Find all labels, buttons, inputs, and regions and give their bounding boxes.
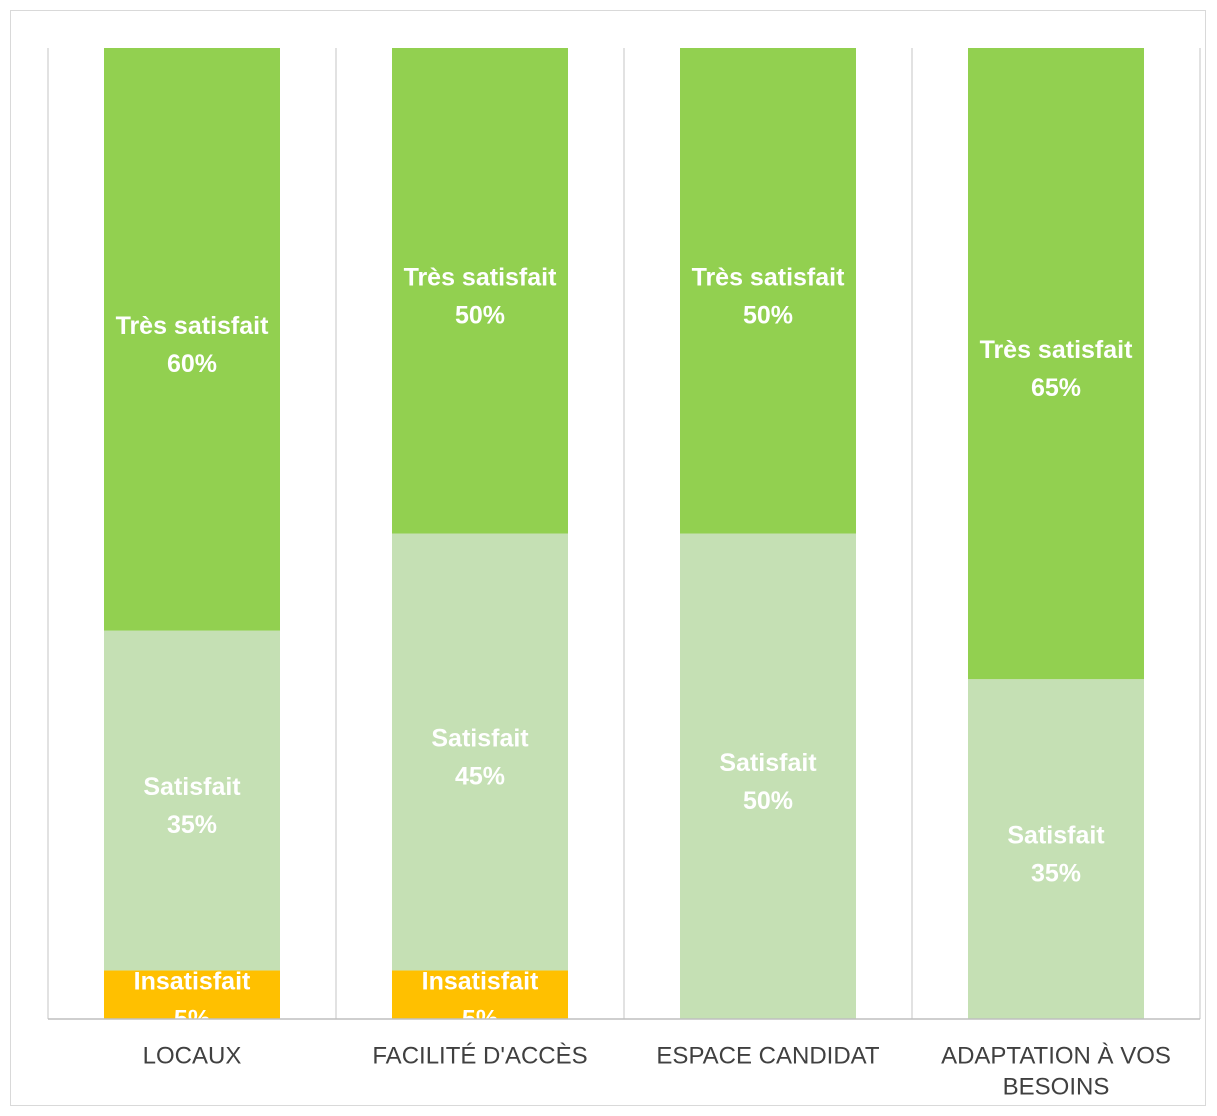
x-tick-label: BESOINS <box>1003 1073 1110 1100</box>
segment-value-label: 35% <box>1031 860 1081 888</box>
bar-segment <box>392 48 568 534</box>
segment-value-label: 50% <box>743 787 793 815</box>
bar-segment <box>968 48 1144 680</box>
segment-value-label: 35% <box>167 811 217 839</box>
segment-value-label: 65% <box>1031 374 1081 402</box>
segment-series-label: Insatisfait <box>134 967 251 995</box>
segment-series-label: Très satisfait <box>116 312 270 340</box>
bar-segment <box>104 630 280 971</box>
bar-segment <box>104 48 280 631</box>
segment-series-label: Insatisfait <box>422 967 539 995</box>
bar-segment <box>104 970 280 1019</box>
segment-series-label: Satisfait <box>431 725 529 753</box>
segment-series-label: Très satisfait <box>692 263 846 291</box>
segment-value-label: 50% <box>455 301 505 329</box>
bar-segment <box>392 970 568 1019</box>
x-tick-label: ESPACE CANDIDAT <box>656 1042 879 1069</box>
segment-series-label: Satisfait <box>1007 822 1105 850</box>
bar-segment <box>680 533 856 1019</box>
segment-series-label: Satisfait <box>719 749 817 777</box>
segment-series-label: Satisfait <box>143 773 241 801</box>
x-tick-label: ADAPTATION À VOS <box>941 1042 1171 1069</box>
segment-value-label: 45% <box>455 763 505 791</box>
x-tick-label: LOCAUX <box>143 1042 242 1069</box>
bar-segment <box>968 679 1144 1019</box>
segment-series-label: Très satisfait <box>404 263 558 291</box>
segment-value-label: 60% <box>167 350 217 378</box>
segment-value-label: 50% <box>743 301 793 329</box>
x-tick-label: FACILITÉ D'ACCÈS <box>372 1042 587 1069</box>
bar-segment <box>680 48 856 534</box>
bar-segment <box>392 533 568 971</box>
segment-series-label: Très satisfait <box>980 336 1134 364</box>
